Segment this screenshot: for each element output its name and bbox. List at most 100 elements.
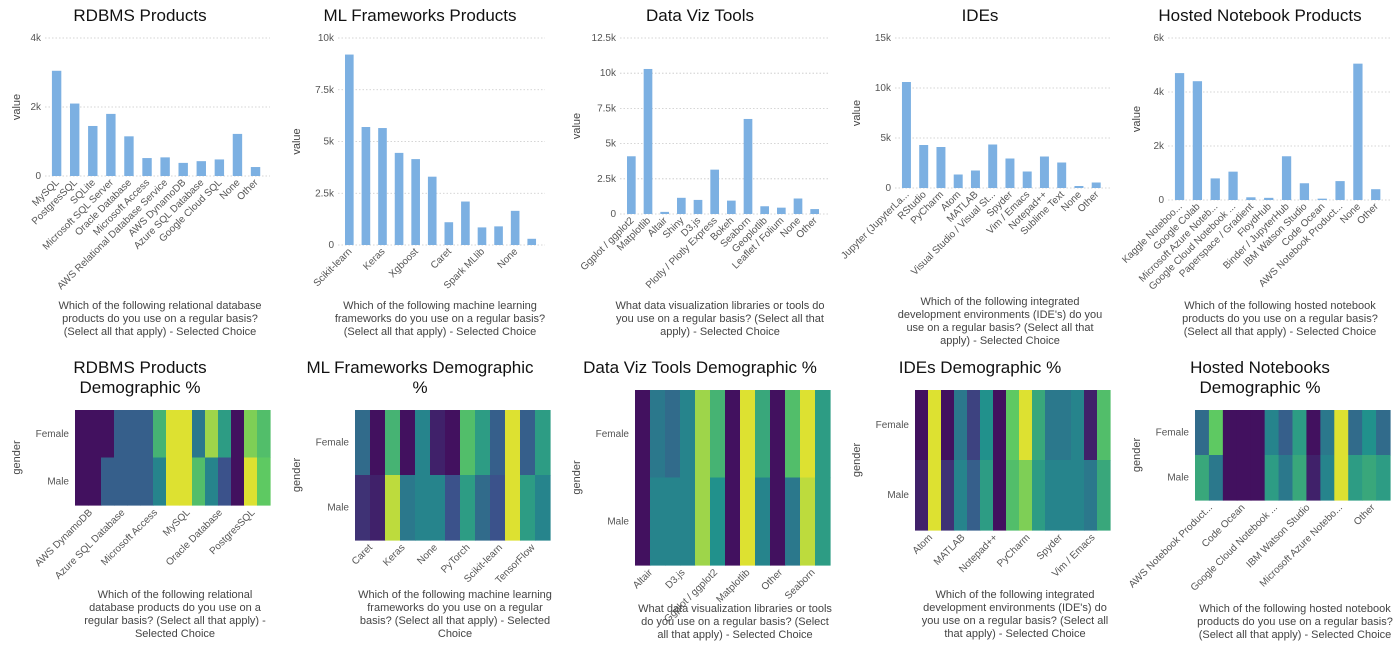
- heatmap-cell[interactable]: [1348, 455, 1363, 501]
- bar[interactable]: [361, 127, 371, 245]
- heatmap-cell[interactable]: [1071, 460, 1085, 531]
- bar[interactable]: [919, 145, 929, 188]
- heatmap-cell[interactable]: [490, 475, 506, 541]
- bar[interactable]: [378, 128, 387, 245]
- heatmap-cell[interactable]: [680, 390, 696, 479]
- heatmap-cell[interactable]: [954, 390, 968, 461]
- bar[interactable]: [477, 227, 487, 245]
- heatmap-cell[interactable]: [785, 390, 801, 479]
- bar[interactable]: [1317, 198, 1327, 200]
- heatmap-cell[interactable]: [1334, 455, 1349, 501]
- heatmap-cell[interactable]: [505, 410, 521, 476]
- bar[interactable]: [142, 158, 152, 176]
- heatmap-cell[interactable]: [725, 390, 741, 479]
- heatmap-cell[interactable]: [75, 410, 89, 459]
- heatmap-cell[interactable]: [1292, 410, 1308, 456]
- heatmap-cell[interactable]: [1236, 410, 1252, 456]
- bar[interactable]: [527, 238, 537, 245]
- heatmap-cell[interactable]: [257, 410, 271, 459]
- heatmap-cell[interactable]: [205, 457, 219, 506]
- bar[interactable]: [232, 133, 243, 176]
- heatmap-cell[interactable]: [770, 390, 786, 479]
- heatmap-cell[interactable]: [445, 410, 461, 476]
- heatmap-cell[interactable]: [1362, 455, 1377, 501]
- bar[interactable]: [1264, 197, 1274, 200]
- heatmap-cell[interactable]: [1032, 390, 1046, 461]
- bar[interactable]: [494, 226, 503, 245]
- heatmap-cell[interactable]: [665, 477, 681, 566]
- heatmap-cell[interactable]: [928, 460, 942, 531]
- heatmap-cell[interactable]: [635, 390, 651, 479]
- heatmap-cell[interactable]: [785, 477, 801, 566]
- bar[interactable]: [1335, 181, 1345, 200]
- heatmap-cell[interactable]: [114, 410, 128, 459]
- heatmap-cell[interactable]: [1250, 455, 1266, 501]
- bar[interactable]: [1022, 171, 1032, 189]
- heatmap-cell[interactable]: [993, 460, 1007, 531]
- heatmap-cell[interactable]: [355, 475, 371, 541]
- bar[interactable]: [1210, 178, 1220, 200]
- heatmap-cell[interactable]: [800, 477, 816, 566]
- heatmap-cell[interactable]: [665, 390, 681, 479]
- bar[interactable]: [461, 201, 470, 245]
- heatmap-cell[interactable]: [1278, 455, 1294, 501]
- heatmap-cell[interactable]: [1320, 455, 1335, 501]
- heatmap-cell[interactable]: [505, 475, 521, 541]
- heatmap-cell[interactable]: [75, 457, 89, 506]
- bar[interactable]: [743, 118, 753, 214]
- heatmap-cell[interactable]: [1084, 460, 1098, 531]
- bar[interactable]: [394, 152, 404, 245]
- bar[interactable]: [250, 167, 261, 176]
- heatmap-cell[interactable]: [915, 390, 929, 461]
- heatmap-cell[interactable]: [140, 457, 154, 506]
- heatmap-cell[interactable]: [218, 457, 232, 506]
- bar[interactable]: [1174, 73, 1185, 200]
- heatmap-cell[interactable]: [1058, 460, 1072, 531]
- bar[interactable]: [953, 174, 963, 189]
- heatmap-cell[interactable]: [967, 390, 981, 461]
- heatmap-cell[interactable]: [179, 457, 193, 506]
- heatmap-cell[interactable]: [928, 390, 942, 461]
- heatmap-cell[interactable]: [740, 477, 756, 566]
- bar[interactable]: [411, 159, 420, 245]
- bar[interactable]: [88, 125, 98, 176]
- bar[interactable]: [1039, 156, 1049, 189]
- heatmap-cell[interactable]: [370, 410, 386, 476]
- heatmap-cell[interactable]: [1208, 410, 1224, 456]
- heatmap-cell[interactable]: [1376, 410, 1391, 456]
- heatmap-cell[interactable]: [695, 390, 711, 479]
- heatmap-cell[interactable]: [1376, 455, 1391, 501]
- bar[interactable]: [727, 200, 736, 214]
- heatmap-cell[interactable]: [166, 457, 180, 506]
- heatmap-cell[interactable]: [231, 410, 245, 459]
- heatmap-cell[interactable]: [475, 475, 491, 541]
- bar[interactable]: [1246, 197, 1256, 200]
- bar[interactable]: [777, 207, 786, 214]
- heatmap-cell[interactable]: [1306, 455, 1321, 501]
- heatmap-cell[interactable]: [88, 410, 102, 459]
- bar[interactable]: [1353, 63, 1363, 201]
- heatmap-cell[interactable]: [980, 390, 994, 461]
- heatmap-cell[interactable]: [941, 460, 955, 531]
- heatmap-cell[interactable]: [490, 410, 506, 476]
- heatmap-cell[interactable]: [635, 477, 651, 566]
- heatmap-cell[interactable]: [1264, 410, 1280, 456]
- bar[interactable]: [660, 211, 669, 214]
- heatmap-cell[interactable]: [1236, 455, 1252, 501]
- bar[interactable]: [510, 210, 520, 245]
- heatmap-cell[interactable]: [192, 410, 206, 459]
- heatmap-cell[interactable]: [980, 460, 994, 531]
- heatmap-cell[interactable]: [127, 457, 141, 506]
- heatmap-cell[interactable]: [1045, 460, 1059, 531]
- heatmap-cell[interactable]: [1019, 460, 1033, 531]
- heatmap-cell[interactable]: [650, 477, 666, 566]
- heatmap-cell[interactable]: [192, 457, 206, 506]
- bar[interactable]: [710, 169, 719, 214]
- heatmap-cell[interactable]: [535, 410, 551, 476]
- heatmap-cell[interactable]: [153, 410, 167, 459]
- heatmap-cell[interactable]: [1195, 410, 1210, 456]
- heatmap-cell[interactable]: [370, 475, 386, 541]
- bar[interactable]: [936, 147, 946, 188]
- heatmap-cell[interactable]: [725, 477, 741, 566]
- heatmap-cell[interactable]: [1208, 455, 1224, 501]
